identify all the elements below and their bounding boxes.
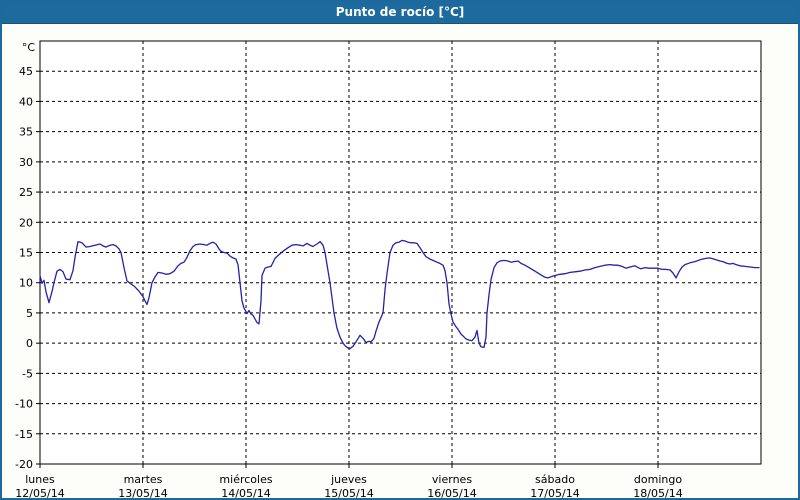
x-day-label: martes <box>124 473 163 486</box>
y-tick-label: 5 <box>26 307 33 320</box>
x-day-label: sábado <box>535 473 575 486</box>
x-day-label: jueves <box>330 473 367 486</box>
x-date-label: 16/05/14 <box>427 487 476 500</box>
x-date-label: 18/05/14 <box>633 487 682 500</box>
y-tick-label: 25 <box>19 186 33 199</box>
x-day-label: viernes <box>432 473 472 486</box>
y-tick-label: 40 <box>19 95 33 108</box>
x-date-label: 12/05/14 <box>15 487 64 500</box>
y-tick-label: 30 <box>19 156 33 169</box>
y-tick-label: 15 <box>19 247 33 260</box>
plot-frame <box>39 40 762 465</box>
x-day-label: lunes <box>25 473 55 486</box>
y-axis-unit-label: °C <box>22 41 36 54</box>
x-date-label: 15/05/14 <box>324 487 373 500</box>
x-day-label: miércoles <box>219 473 272 486</box>
x-date-label: 13/05/14 <box>118 487 167 500</box>
y-tick-label: -10 <box>15 398 33 411</box>
x-date-label: 14/05/14 <box>221 487 270 500</box>
y-tick-label: 45 <box>19 65 33 78</box>
x-date-label: 17/05/14 <box>530 487 579 500</box>
dew-point-line-chart: 45 40 35 30 25 20 15 10 5 0 -5 -10 -15 -20 °C lunes12/0… <box>15 40 762 500</box>
y-tick-label: 20 <box>19 216 33 229</box>
y-tick-label: 35 <box>19 126 33 139</box>
y-tick-label: 10 <box>19 277 33 290</box>
chart-title: Punto de rocío [°C] <box>335 5 465 19</box>
chart-area: 45 40 35 30 25 20 15 10 5 0 -5 -10 -15 -20 °C lunes 12/0… <box>2 24 798 500</box>
y-tick-label: 0 <box>26 337 33 350</box>
y-tick-label: -5 <box>22 367 33 380</box>
y-tick-label: -20 <box>15 458 33 471</box>
dew-point-series-line <box>39 239 760 350</box>
x-day-label: domingo <box>634 473 682 486</box>
y-tick-label: -15 <box>15 428 33 441</box>
title-bar: Punto de rocío [°C] <box>2 2 798 24</box>
